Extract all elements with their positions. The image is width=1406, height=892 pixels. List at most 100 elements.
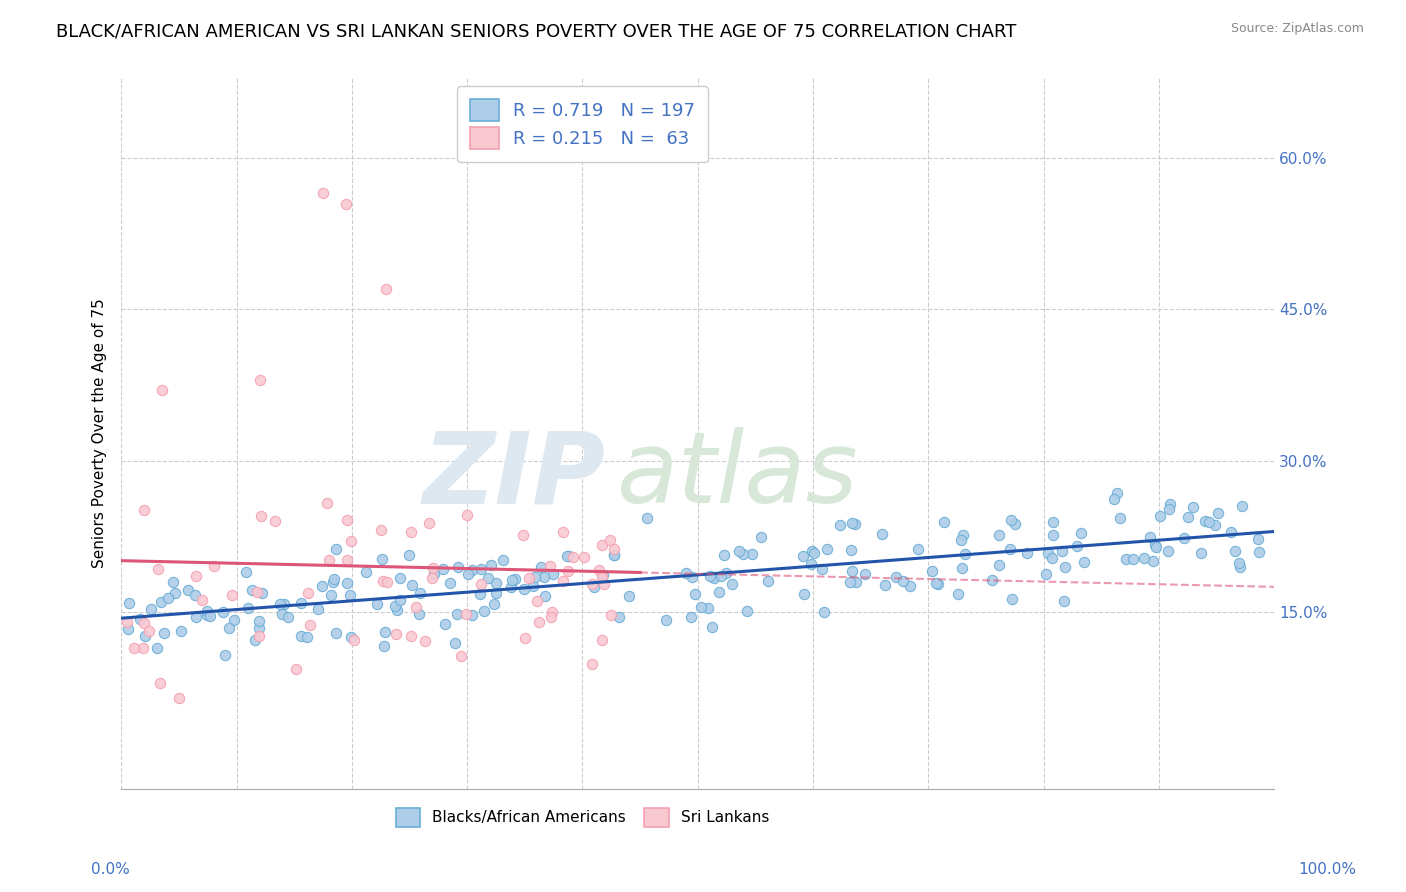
Point (399, 629, 422, 643)
Point (271, 607, 294, 621)
Point (1053, 560, 1076, 574)
Point (398, 548, 420, 562)
Point (1173, 531, 1195, 545)
Point (277, 610, 299, 624)
Point (370, 523, 392, 537)
Point (374, 624, 396, 639)
Point (1144, 541, 1167, 555)
Point (1066, 540, 1088, 554)
Point (325, 625, 347, 640)
Point (1177, 509, 1199, 524)
Point (461, 608, 484, 623)
Point (1220, 525, 1243, 540)
Text: BLACK/AFRICAN AMERICAN VS SRI LANKAN SENIORS POVERTY OVER THE AGE OF 75 CORRELAT: BLACK/AFRICAN AMERICAN VS SRI LANKAN SEN… (56, 22, 1017, 40)
Point (534, 589, 557, 603)
Point (540, 609, 562, 624)
Point (875, 577, 897, 591)
Point (751, 530, 773, 544)
Point (517, 571, 540, 585)
Point (617, 589, 640, 603)
Point (384, 599, 406, 613)
Point (117, 622, 139, 636)
Point (499, 580, 522, 594)
Point (898, 578, 921, 592)
Point (249, 373, 271, 387)
Point (603, 548, 626, 562)
Point (399, 525, 422, 540)
Point (432, 562, 454, 576)
Point (1102, 492, 1125, 507)
Point (948, 587, 970, 601)
Point (522, 579, 544, 593)
Text: Source: ZipAtlas.com: Source: ZipAtlas.com (1230, 22, 1364, 36)
Point (927, 577, 949, 591)
Point (408, 586, 430, 600)
Point (1070, 526, 1092, 541)
Point (184, 568, 207, 582)
Point (387, 603, 409, 617)
Point (1040, 551, 1063, 566)
Point (405, 600, 427, 615)
Point (447, 560, 470, 574)
Point (311, 579, 333, 593)
Point (607, 609, 630, 624)
Point (512, 528, 534, 542)
Point (501, 574, 523, 588)
Point (891, 574, 914, 588)
Point (1042, 528, 1064, 542)
Point (1109, 510, 1132, 524)
Point (456, 508, 478, 522)
Point (316, 496, 339, 510)
Point (152, 626, 174, 640)
Point (675, 566, 697, 581)
Point (803, 546, 825, 560)
Point (557, 564, 579, 578)
Point (373, 639, 395, 653)
Point (290, 629, 312, 643)
Point (1115, 552, 1137, 566)
Point (1230, 499, 1253, 513)
Point (323, 573, 346, 587)
Point (117, 615, 139, 629)
Point (456, 607, 478, 621)
Point (932, 515, 955, 529)
Text: 0.0%: 0.0% (91, 863, 131, 877)
Point (221, 588, 243, 602)
Point (884, 570, 907, 584)
Point (423, 567, 446, 582)
Point (1189, 546, 1212, 560)
Point (815, 541, 838, 556)
Point (872, 526, 894, 541)
Point (987, 558, 1010, 573)
Point (218, 621, 240, 635)
Point (735, 604, 758, 618)
Point (950, 561, 973, 575)
Point (138, 624, 160, 639)
Point (318, 553, 340, 567)
Point (811, 562, 834, 576)
Point (558, 549, 581, 564)
Point (592, 568, 614, 582)
Point (297, 586, 319, 600)
Point (828, 518, 851, 533)
Point (1194, 515, 1216, 529)
Point (1204, 517, 1226, 532)
Point (503, 572, 526, 586)
Point (925, 576, 948, 591)
Point (1182, 500, 1205, 515)
Point (249, 509, 271, 524)
Point (681, 570, 703, 584)
Point (591, 632, 613, 647)
Point (793, 587, 815, 601)
Point (1015, 546, 1038, 560)
Point (728, 543, 751, 558)
Point (340, 534, 363, 549)
Point (1105, 485, 1128, 500)
Point (1139, 530, 1161, 544)
Point (290, 596, 312, 610)
Point (470, 576, 492, 591)
Point (444, 636, 467, 650)
Point (198, 608, 221, 623)
Point (636, 511, 658, 525)
Point (157, 591, 180, 606)
